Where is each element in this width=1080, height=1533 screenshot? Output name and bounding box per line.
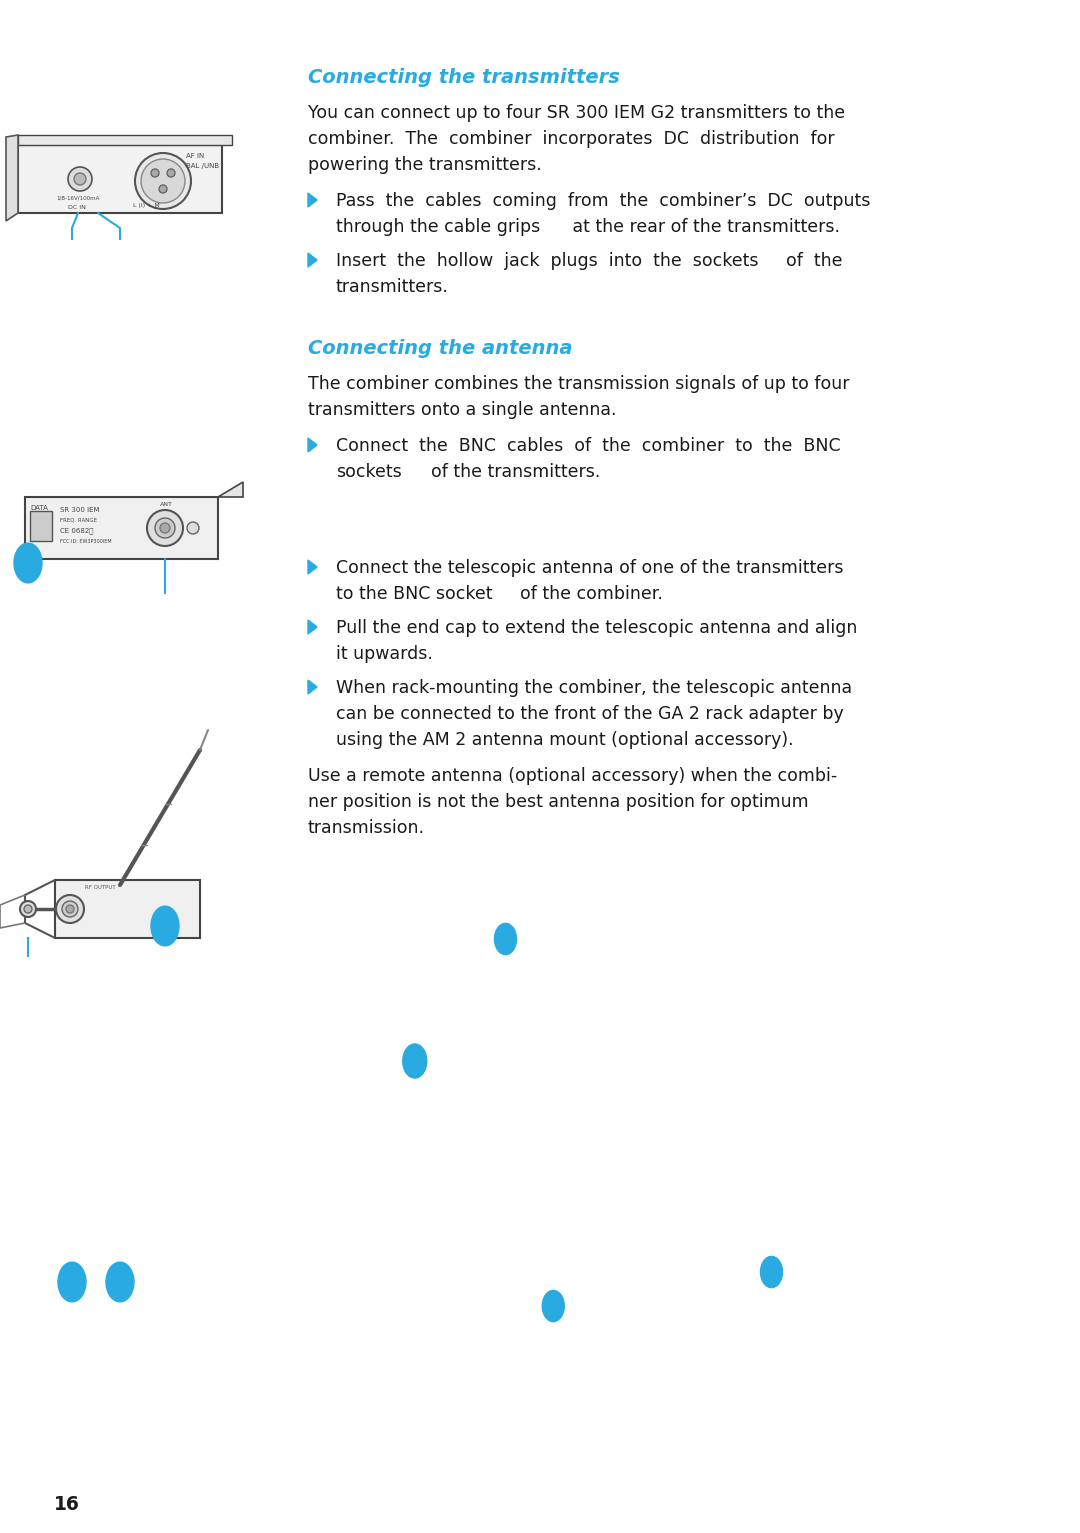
Polygon shape [308,619,318,635]
Text: When rack-mounting the combiner, the telescopic antenna: When rack-mounting the combiner, the tel… [336,679,852,698]
Text: Insert  the  hollow  jack  plugs  into  the  sockets: Insert the hollow jack plugs into the so… [336,251,758,270]
Bar [55,880,200,938]
Text: Connect the telescopic antenna of one of the transmitters: Connect the telescopic antenna of one of… [336,560,843,576]
Text: of the transmitters.: of the transmitters. [431,463,600,481]
Circle shape [147,510,183,546]
Text: CE 0682Ⓚ: CE 0682Ⓚ [60,527,94,533]
Circle shape [156,518,175,538]
Ellipse shape [58,1262,86,1302]
Circle shape [68,167,92,192]
Circle shape [24,904,32,914]
Text: The combiner combines the transmission signals of up to four: The combiner combines the transmission s… [308,376,850,392]
Text: it upwards.: it upwards. [336,645,433,662]
Ellipse shape [151,906,179,946]
Text: FCC ID: EW3P300IEM: FCC ID: EW3P300IEM [60,540,111,544]
Text: Connecting the transmitters: Connecting the transmitters [308,67,620,87]
Polygon shape [218,481,243,497]
Text: Connecting the antenna: Connecting the antenna [308,339,572,359]
Circle shape [151,169,159,176]
Bar [30,510,52,541]
Text: ANT: ANT [160,501,173,507]
Ellipse shape [14,543,42,583]
Ellipse shape [542,1291,564,1321]
Text: 16: 16 [54,1495,80,1515]
Polygon shape [308,438,318,452]
Circle shape [159,185,167,193]
Text: combiner.  The  combiner  incorporates  DC  distribution  for: combiner. The combiner incorporates DC d… [308,130,835,149]
Text: ner position is not the best antenna position for optimum: ner position is not the best antenna pos… [308,793,809,811]
Text: 7: 7 [23,963,32,977]
Text: 10: 10 [407,468,422,477]
Circle shape [75,173,86,185]
Text: transmitters onto a single antenna.: transmitters onto a single antenna. [308,402,617,419]
Text: 8: 8 [67,244,77,258]
Polygon shape [308,681,318,694]
Polygon shape [308,193,318,207]
Text: Pass  the  cables  coming  from  the  combiner’s  DC  outputs: Pass the cables coming from the combiner… [336,192,870,210]
Polygon shape [308,253,318,267]
Text: Pull the end cap to extend the telescopic antenna and align: Pull the end cap to extend the telescopi… [336,619,858,638]
Circle shape [135,153,191,208]
Text: FREQ. RANGE: FREQ. RANGE [60,517,97,523]
Circle shape [66,904,75,914]
Ellipse shape [760,1257,783,1288]
Text: 1/B-16V/100mA: 1/B-16V/100mA [56,195,99,199]
Circle shape [187,523,199,533]
Circle shape [160,523,170,533]
Text: using the AM 2 antenna mount (optional accessory).: using the AM 2 antenna mount (optional a… [336,731,794,750]
Text: transmission.: transmission. [308,819,426,837]
Text: of  the: of the [785,251,842,270]
Text: through the cable grips: through the cable grips [336,218,540,236]
Text: Use a remote antenna (optional accessory) when the combi-: Use a remote antenna (optional accessory… [308,766,837,785]
Bar [18,146,222,213]
Text: to the BNC socket: to the BNC socket [336,586,492,602]
Text: DC IN: DC IN [68,205,86,210]
Text: sockets: sockets [336,463,402,481]
Bar [25,497,218,560]
Text: RF OUTPUT: RF OUTPUT [85,885,116,891]
Circle shape [62,901,78,917]
Polygon shape [6,135,18,221]
Circle shape [141,159,185,202]
Text: 9: 9 [549,221,557,233]
Text: 8: 8 [768,254,775,267]
Text: You can connect up to four SR 300 IEM G2 transmitters to the: You can connect up to four SR 300 IEM G2… [308,104,846,123]
Text: 9: 9 [116,244,125,258]
Text: DATA: DATA [30,504,48,510]
Text: can be connected to the front of the GA 2 rack adapter by: can be connected to the front of the GA … [336,705,843,724]
Text: Connect  the  BNC  cables  of  the  combiner  to  the  BNC: Connect the BNC cables of the combiner t… [336,437,840,455]
Circle shape [56,895,84,923]
Text: at the rear of the transmitters.: at the rear of the transmitters. [567,218,840,236]
Bar [18,135,232,146]
Text: L (I) + M: L (I) + M [133,202,160,208]
Text: transmitters.: transmitters. [336,277,449,296]
Text: BAL /UNB: BAL /UNB [186,162,219,169]
Polygon shape [308,560,318,573]
Text: powering the transmitters.: powering the transmitters. [308,156,542,175]
Ellipse shape [495,923,516,955]
Text: 10: 10 [157,601,174,613]
Text: AF IN: AF IN [186,153,204,159]
Text: SR 300 IEM: SR 300 IEM [60,507,99,514]
Text: of the combiner.: of the combiner. [519,586,662,602]
Ellipse shape [106,1262,134,1302]
Ellipse shape [403,1044,427,1078]
Text: 7: 7 [501,587,510,601]
Circle shape [21,901,36,917]
Circle shape [167,169,175,176]
